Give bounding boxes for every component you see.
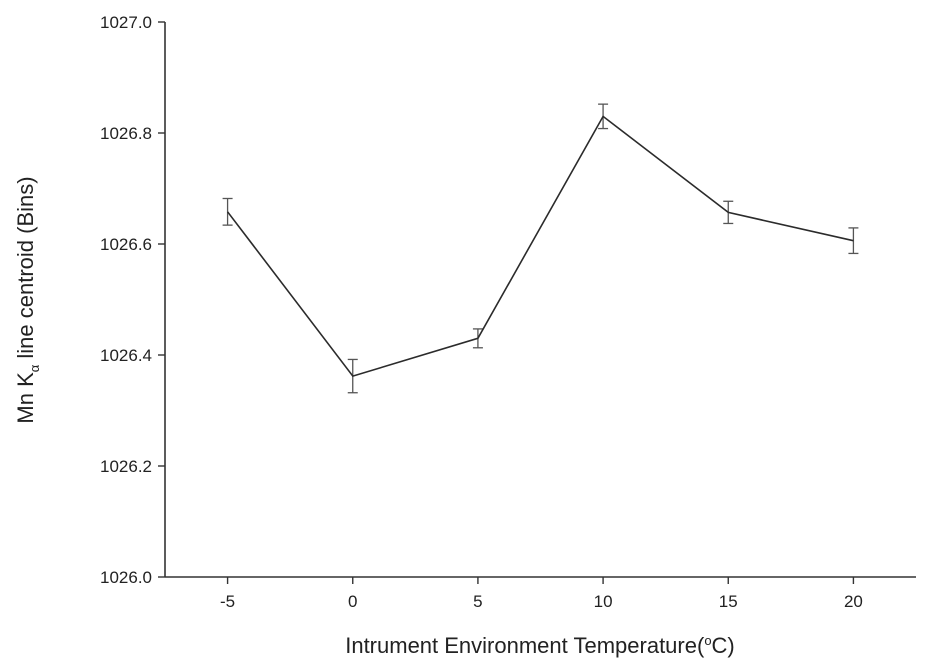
y-tick-label: 1026.2 [100,457,152,476]
x-tick-label: 15 [719,592,738,611]
y-tick-label: 1026.8 [100,124,152,143]
y-tick-label: 1026.6 [100,235,152,254]
y-tick-label: 1026.4 [100,346,152,365]
y-axis-ticks: 1026.0 1026.2 1026.4 1026.6 1026.8 1027.0 [100,13,165,587]
y-tick-label: 1026.0 [100,568,152,587]
x-tick-label: 10 [594,592,613,611]
x-tick-label: -5 [220,592,235,611]
x-tick-label: 0 [348,592,357,611]
y-tick-label: 1027.0 [100,13,152,32]
series-lines [226,115,854,378]
x-tick-label: 5 [473,592,482,611]
x-axis-ticks: -5 0 5 10 15 20 [220,577,863,611]
x-axis-title: Intrument Environment Temperature(oC) [345,633,735,658]
x-tick-label: 20 [844,592,863,611]
error-bars [222,103,859,394]
data-line [226,115,854,378]
y-axis-title: Mn Kα line centroid (Bins) [13,176,42,423]
